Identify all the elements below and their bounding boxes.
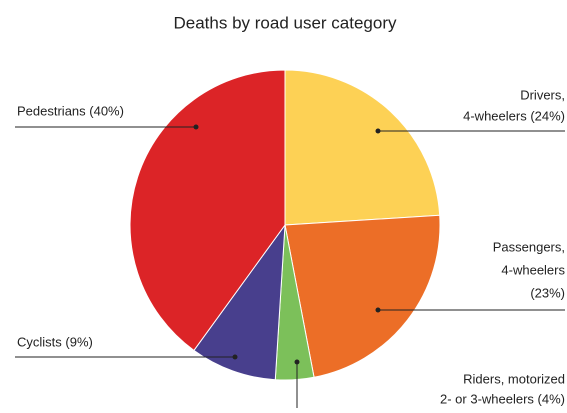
slice-label: (23%) [530, 285, 565, 300]
slice-label: 4-wheelers [501, 262, 565, 277]
slice-label: 2- or 3-wheelers (4%) [440, 391, 565, 406]
slice-label: Drivers, [520, 87, 565, 102]
leader-dot [375, 307, 381, 313]
slice-label: Passengers, [493, 239, 565, 254]
slice-label: Pedestrians (40%) [17, 103, 124, 118]
leader-dot [294, 359, 300, 365]
slice-label: Cyclists (9%) [17, 334, 93, 349]
leader-dot [193, 124, 199, 130]
pie-slice [193, 223, 286, 381]
leader-dot [232, 354, 238, 360]
slice-label: 4-wheelers (24%) [463, 108, 565, 123]
pie-slice [284, 214, 441, 378]
pie-slice [129, 69, 286, 352]
leader-dot [375, 128, 381, 134]
chart-title: Deaths by road user category [173, 13, 397, 32]
slice-label: Riders, motorized [463, 371, 565, 386]
pie-slice [284, 69, 441, 226]
